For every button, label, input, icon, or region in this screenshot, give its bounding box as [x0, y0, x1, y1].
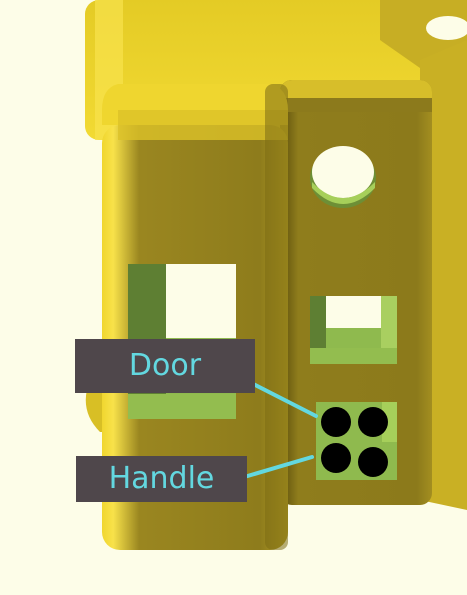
- round-hole: [310, 146, 376, 208]
- handle-leader-line: [232, 455, 314, 482]
- handle-holes: [321, 407, 388, 477]
- door-label-text: Door: [128, 348, 202, 383]
- hole-top-right: [358, 407, 388, 437]
- hole-bottom-right: [358, 447, 388, 477]
- handle-label-text: Handle: [108, 461, 215, 496]
- door-label: Door: [75, 339, 255, 393]
- hole-top-left: [321, 407, 351, 437]
- door-slot: [310, 296, 397, 364]
- handle-label: Handle: [76, 456, 247, 502]
- hole-bottom-left: [321, 443, 351, 473]
